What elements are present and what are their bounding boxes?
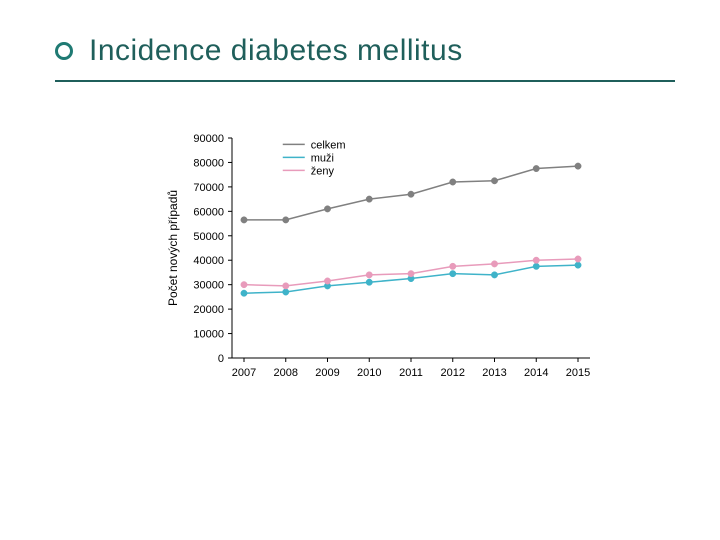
series-marker <box>366 196 372 202</box>
chart-container: 0 10000 20000 30000 40000 50000 60000 70000 8000… <box>160 128 600 408</box>
title-underline <box>55 80 675 82</box>
x-tick-label: 2007 <box>232 367 256 379</box>
y-tick-label: 40000 <box>193 255 224 267</box>
series-marker <box>283 283 289 289</box>
series-marker <box>241 290 247 296</box>
series-marker <box>533 263 539 269</box>
series-marker <box>241 217 247 223</box>
y-tick-label: 60000 <box>193 206 224 218</box>
series-marker <box>491 261 497 267</box>
series-marker <box>366 279 372 285</box>
series-marker <box>491 272 497 278</box>
y-tick-label: 0 <box>218 353 224 365</box>
series-marker <box>324 278 330 284</box>
y-tick-label: 90000 <box>193 133 224 145</box>
series-marker <box>450 263 456 269</box>
series-marker <box>283 289 289 295</box>
page-title: Incidence diabetes mellitus <box>89 34 463 68</box>
x-tick-label: 2011 <box>399 367 423 379</box>
legend-label: muži <box>311 152 334 164</box>
x-tick-label: 2013 <box>482 367 506 379</box>
series-marker <box>491 178 497 184</box>
series-marker <box>575 256 581 262</box>
y-tick-label: 10000 <box>193 329 224 341</box>
line-chart: 0 10000 20000 30000 40000 50000 60000 70000 8000… <box>160 128 600 408</box>
series-marker <box>324 206 330 212</box>
series-marker <box>575 163 581 169</box>
series-marker <box>533 165 539 171</box>
y-tick-label: 20000 <box>193 304 224 316</box>
series-marker <box>450 179 456 185</box>
x-tick-label: 2015 <box>566 367 590 379</box>
bullet-icon <box>55 42 73 60</box>
x-tick-label: 2010 <box>357 367 381 379</box>
series-marker <box>575 262 581 268</box>
x-tick-label: 2009 <box>315 367 339 379</box>
x-tick-label: 2008 <box>274 367 298 379</box>
series-marker <box>408 191 414 197</box>
y-tick-label: 30000 <box>193 280 224 292</box>
series-marker <box>450 270 456 276</box>
series-marker <box>533 257 539 263</box>
legend-label: celkem <box>311 139 346 151</box>
series-marker <box>408 270 414 276</box>
x-tick-label: 2014 <box>524 367 548 379</box>
x-tick-label: 2012 <box>441 367 465 379</box>
series-marker <box>283 217 289 223</box>
series-marker <box>366 272 372 278</box>
legend-label: ženy <box>311 165 335 177</box>
title-row: Incidence diabetes mellitus <box>55 34 665 68</box>
y-tick-label: 70000 <box>193 182 224 194</box>
slide-container: Incidence diabetes mellitus 0 10000 20000 3… <box>0 0 720 540</box>
y-axis-label: Počet nových případů <box>166 190 180 306</box>
series-marker <box>241 281 247 287</box>
y-tick-label: 80000 <box>193 157 224 169</box>
y-tick-label: 50000 <box>193 231 224 243</box>
